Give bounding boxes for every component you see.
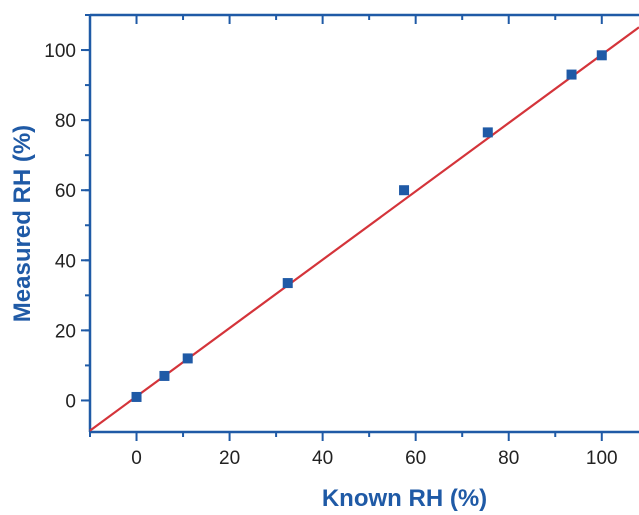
y-tick-label: 100 xyxy=(44,41,76,62)
x-tick-label: 20 xyxy=(219,448,240,469)
x-tick-label: 60 xyxy=(405,448,426,469)
data-points xyxy=(131,50,607,402)
x-axis-title: Known RH (%) xyxy=(322,485,487,512)
y-tick-label: 20 xyxy=(55,321,76,342)
data-point xyxy=(482,127,493,138)
x-tick-label: 40 xyxy=(312,448,333,469)
data-point xyxy=(131,391,142,402)
x-tick-label: 100 xyxy=(586,448,618,469)
data-point xyxy=(159,370,170,381)
x-tick-label: 0 xyxy=(131,448,142,469)
y-tick-label: 60 xyxy=(55,181,76,202)
y-tick-label: 40 xyxy=(55,251,76,272)
data-point xyxy=(596,50,607,61)
data-point xyxy=(399,185,410,196)
data-point xyxy=(566,69,577,80)
y-axis-title: Measured RH (%) xyxy=(9,125,36,322)
data-point xyxy=(282,278,293,289)
ticks: 0 20 40 60 80 100 0 20 40 60 80 100 xyxy=(44,14,618,469)
fit-line-group xyxy=(89,26,639,432)
data-point xyxy=(182,353,193,364)
x-tick-label: 80 xyxy=(498,448,519,469)
y-tick-label: 80 xyxy=(55,111,76,132)
fit-line xyxy=(89,26,639,432)
y-tick-label: 0 xyxy=(65,391,76,412)
